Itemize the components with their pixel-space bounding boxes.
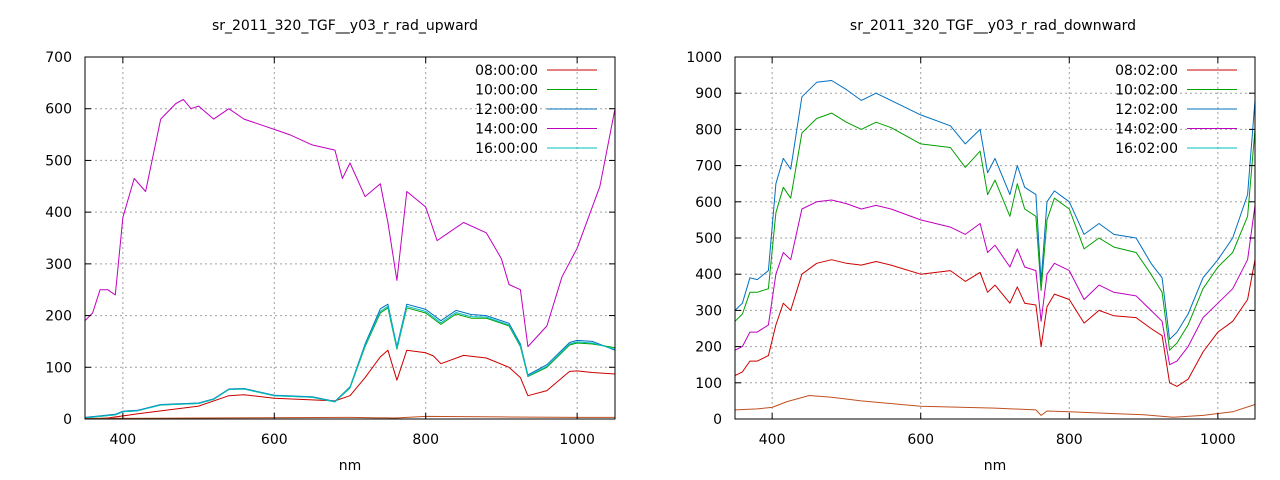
series-line-14-00-00 <box>84 98 616 348</box>
x-tick-label: 1000 <box>1200 432 1236 448</box>
y-tick-label: 400 <box>45 205 72 221</box>
x-tick-label: 1000 <box>559 432 595 448</box>
x-tick-label: 600 <box>907 432 934 448</box>
y-tick-label: 300 <box>695 303 722 319</box>
y-tick-label: 800 <box>695 122 722 138</box>
y-tick-label: 500 <box>45 153 72 169</box>
legend-label: 12:02:00 <box>1115 102 1178 118</box>
plot-frame <box>84 56 616 420</box>
series-line-08-00-00 <box>84 349 616 420</box>
x-tick-label: 800 <box>1056 432 1083 448</box>
series-line-10-02-00 <box>734 112 1256 351</box>
y-tick-label: 400 <box>695 267 722 283</box>
series-line-12-02-00 <box>734 80 1256 340</box>
series-line-08-02-00 <box>734 259 1256 387</box>
upward-radiance-chart: 400 600 800 1000 0 100 200 300 400 500 600 700 sr_20… <box>45 18 616 474</box>
y-tick-label: 700 <box>45 50 72 66</box>
legend-label: 16:02:00 <box>1115 141 1178 157</box>
downward-radiance-chart: 400 600 800 1000 0 100 200 300 400 500 600 700 800 90… <box>686 18 1256 474</box>
x-tick-label: 400 <box>109 432 136 448</box>
y-tick-label: 100 <box>45 360 72 376</box>
legend-label: 14:02:00 <box>1115 122 1178 138</box>
legend-label: 08:02:00 <box>1115 63 1178 79</box>
legend-label: 12:00:00 <box>475 102 538 118</box>
x-tick-label: 400 <box>759 432 786 448</box>
y-tick-label: 600 <box>695 195 722 211</box>
legend-label: 10:00:00 <box>475 83 538 99</box>
x-tick-label: 600 <box>261 432 288 448</box>
legend-label: 10:02:00 <box>1115 83 1178 99</box>
legend-label: 14:00:00 <box>475 122 538 138</box>
y-tick-label: 900 <box>695 86 722 102</box>
series-line-unlabeled <box>84 415 615 419</box>
legend-label: 08:00:00 <box>475 63 538 79</box>
legend-label: 16:00:00 <box>475 141 538 157</box>
chart-title: sr_2011_320_TGF__y03_r_rad_upward <box>212 18 478 34</box>
y-tick-label: 100 <box>695 376 722 392</box>
x-axis-label: nm <box>984 458 1007 474</box>
y-tick-label: 600 <box>45 102 72 118</box>
x-tick-label: 800 <box>412 432 439 448</box>
y-tick-label: 200 <box>695 340 722 356</box>
y-tick-label: 0 <box>713 412 722 428</box>
series-line-14-02-00 <box>734 199 1256 366</box>
y-tick-label: 700 <box>695 159 722 175</box>
series-line-16-00-00 <box>84 305 616 419</box>
series-line-10-00-00 <box>84 307 616 419</box>
x-axis-label: nm <box>339 458 362 474</box>
chart-title: sr_2011_320_TGF__y03_r_rad_downward <box>850 18 1136 34</box>
y-tick-label: 1000 <box>686 50 722 66</box>
y-tick-label: 200 <box>45 309 72 325</box>
series-line-12-00-00 <box>84 303 616 418</box>
y-tick-label: 0 <box>63 412 72 428</box>
y-tick-label: 300 <box>45 257 72 273</box>
y-tick-label: 500 <box>695 231 722 247</box>
series-line-unlabeled <box>734 395 1256 418</box>
